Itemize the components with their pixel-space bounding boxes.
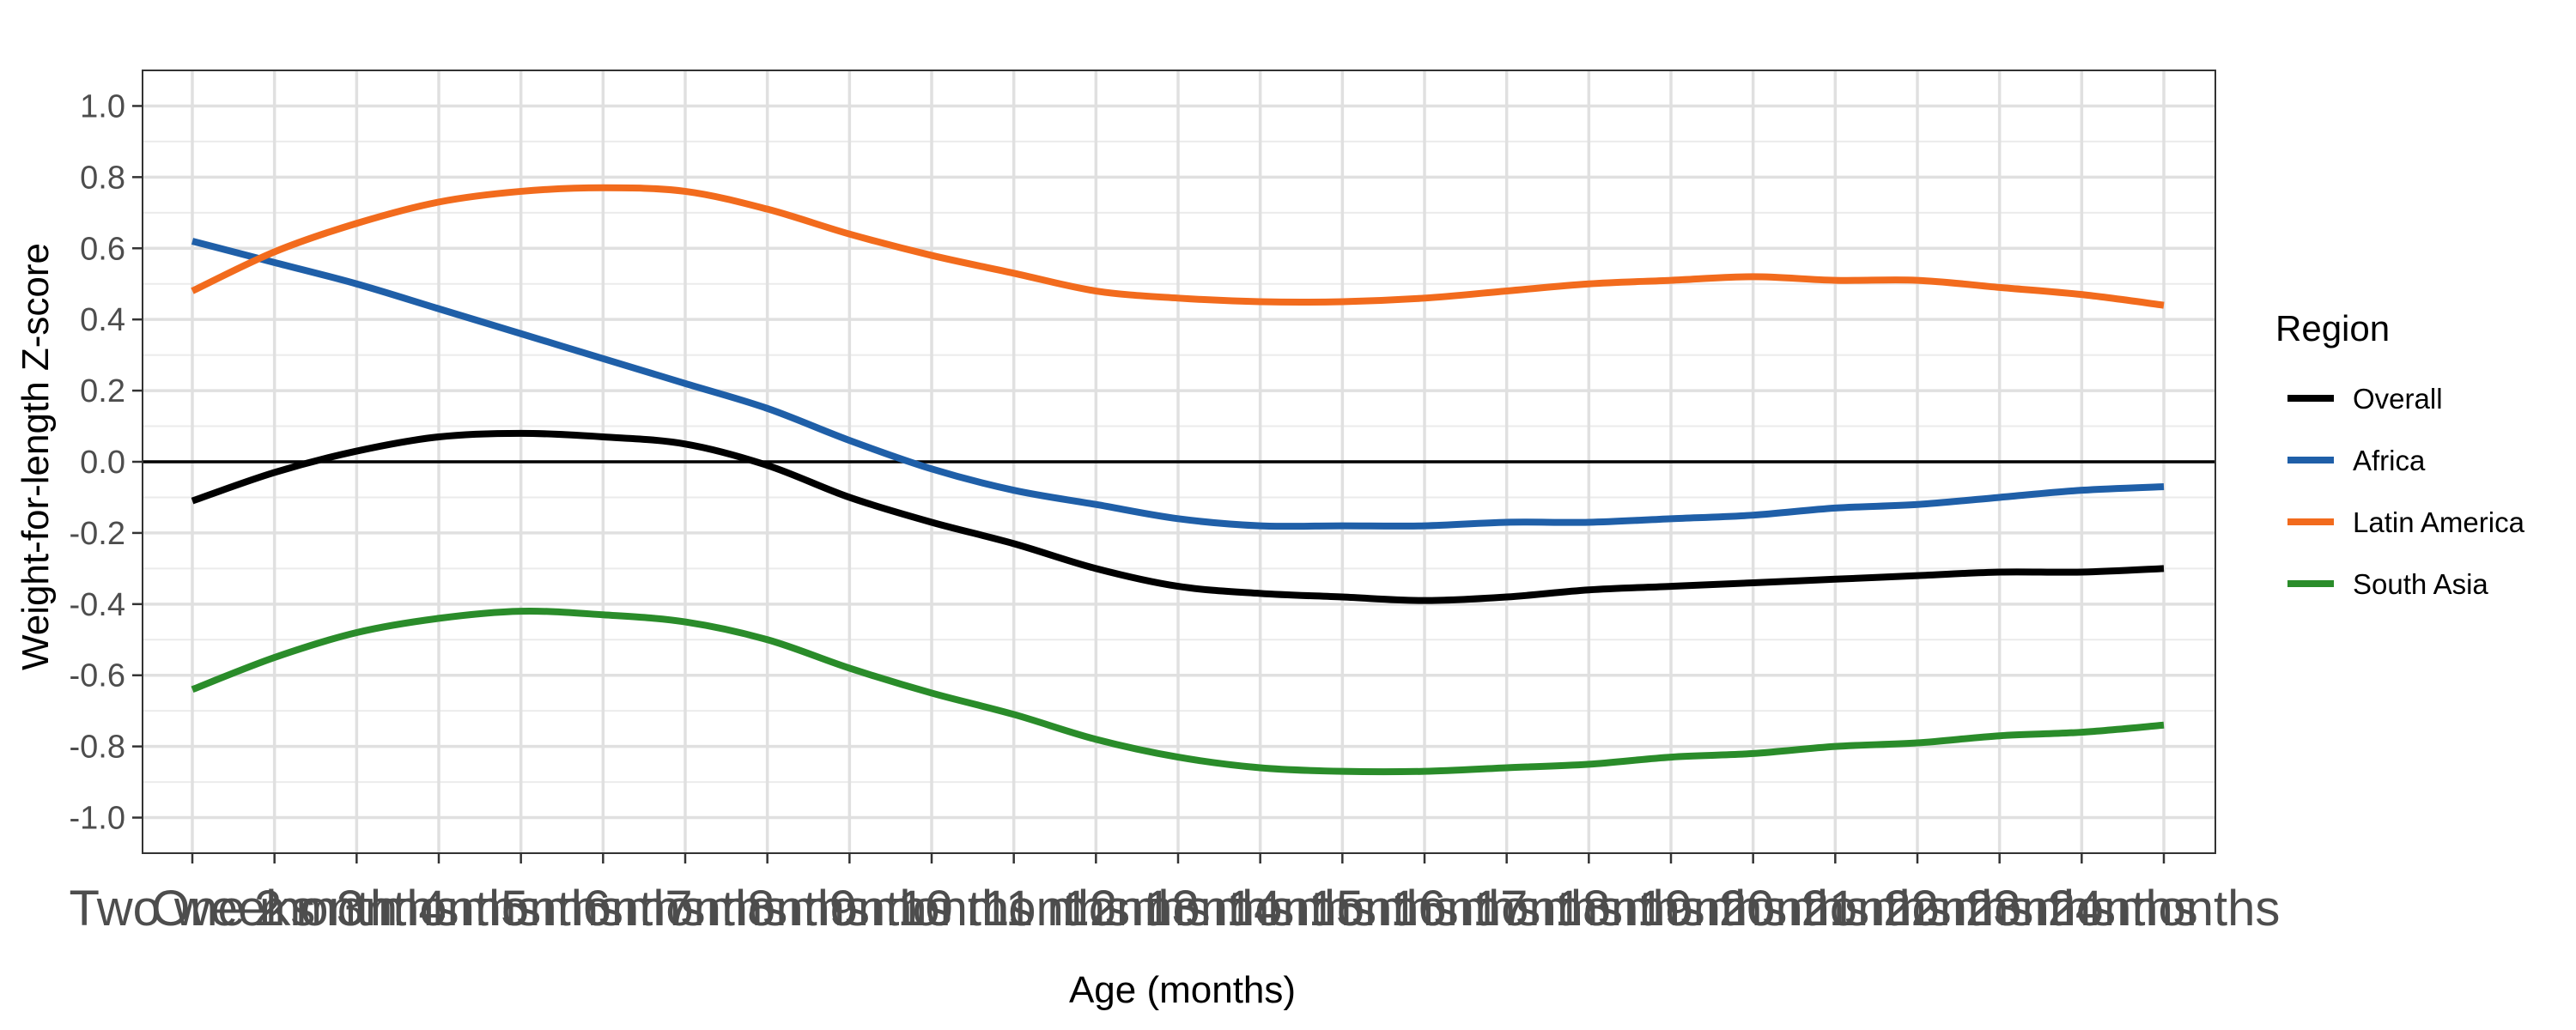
x-tick-label: 14 months xyxy=(1226,881,1459,936)
x-tick-label: 2 months xyxy=(254,881,459,936)
y-tick-label: -0.2 xyxy=(70,516,125,552)
legend-label-latin-america: Latin America xyxy=(2353,506,2525,538)
x-tick-label: 21 months xyxy=(1801,881,2034,936)
x-tick-label: 13 months xyxy=(1144,881,1376,936)
legend-label-overall: Overall xyxy=(2353,383,2443,415)
series-line-south-asia xyxy=(191,608,2165,776)
legend-label-south-asia: South Asia xyxy=(2353,568,2488,600)
x-tick-label: 8 months xyxy=(747,881,952,936)
y-tick-label: 0.8 xyxy=(80,160,125,196)
x-tick-label: 6 months xyxy=(583,881,788,936)
y-tick-label: -0.4 xyxy=(70,587,125,623)
x-tick-label: 15 months xyxy=(1309,881,1541,936)
series-line-africa xyxy=(191,238,2165,530)
series-line-overall xyxy=(191,429,2165,604)
x-tick-label: 24 months xyxy=(2048,881,2281,936)
x-tick-label: 9 months xyxy=(829,881,1035,936)
y-tick-label: 0.4 xyxy=(80,302,125,338)
x-tick-label: 11 months xyxy=(981,881,1211,936)
x-tick-label: 5 months xyxy=(501,881,706,936)
x-tick-label: 10 months xyxy=(897,881,1130,936)
y-tick-label: 0.0 xyxy=(80,445,125,481)
x-tick-label: 16 months xyxy=(1390,881,1623,936)
x-tick-label: 18 months xyxy=(1555,881,1788,936)
x-tick-label: 7 months xyxy=(665,881,870,936)
x-tick-label: 4 months xyxy=(418,881,623,936)
x-tick-label: Two weeks xyxy=(70,881,316,936)
x-tick-label: 19 months xyxy=(1637,881,1869,936)
y-tick-label: -0.8 xyxy=(70,730,125,766)
legend-title: Region xyxy=(2275,308,2390,348)
x-tick-label: One month xyxy=(151,881,398,936)
y-axis: -1.0 -0.8 -0.6 -0.4 -0.2 0.0 0.2 0.4 0.6 0.8 1.0 xyxy=(70,88,143,837)
x-tick-label: 12 months xyxy=(1062,881,1295,936)
y-tick-label: -0.6 xyxy=(70,658,125,694)
series-line-latin-america xyxy=(191,184,2165,309)
x-tick-label: 23 months xyxy=(1965,881,2198,936)
y-tick-label: -1.0 xyxy=(70,801,125,837)
y-axis-title: Weight-for-length Z-score xyxy=(15,243,57,670)
x-tick-label: 3 months xyxy=(337,881,542,936)
legend: Region Overall Africa Latin America South A… xyxy=(2275,308,2525,600)
x-tick-label: 20 months xyxy=(1719,881,1952,936)
x-tick-label: 17 months xyxy=(1473,881,1705,936)
x-axis-title: Age (months) xyxy=(1069,969,1296,1011)
series-lines xyxy=(191,184,2165,776)
y-tick-label: 1.0 xyxy=(80,88,125,124)
x-tick-label: 22 months xyxy=(1883,881,2116,936)
y-tick-label: 0.6 xyxy=(80,231,125,267)
legend-label-africa: Africa xyxy=(2353,445,2426,476)
y-tick-label: 0.2 xyxy=(80,373,125,409)
